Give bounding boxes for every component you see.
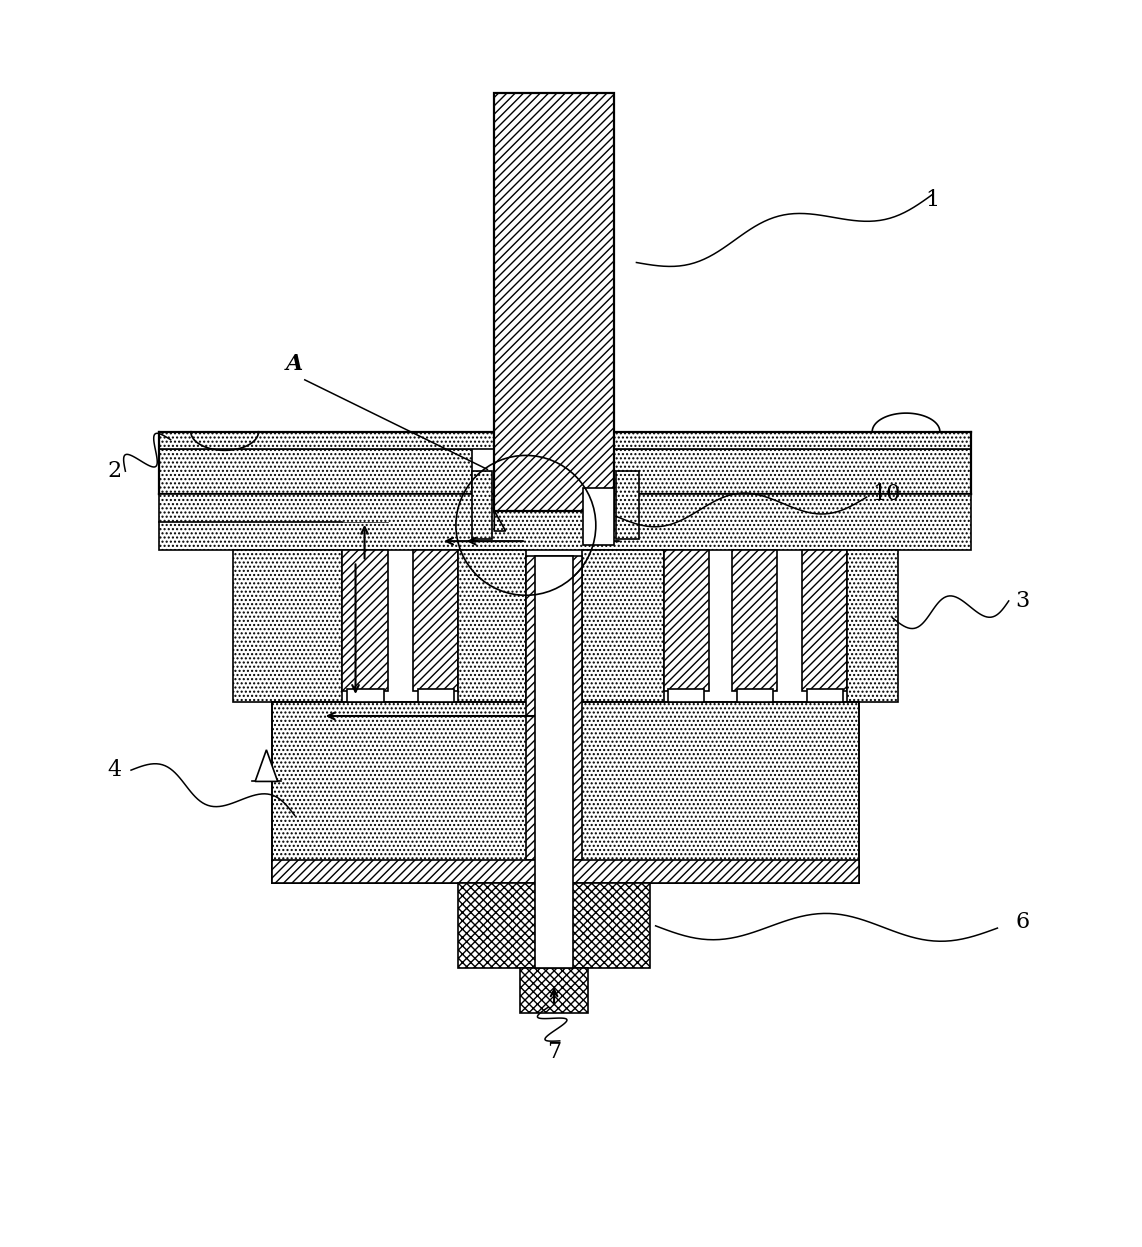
Bar — [418, 688, 453, 702]
Bar — [584, 449, 638, 494]
Bar — [573, 702, 859, 883]
Bar — [346, 688, 384, 702]
Polygon shape — [494, 511, 506, 531]
Text: 4: 4 — [107, 759, 121, 781]
Bar — [159, 449, 472, 494]
Text: 7: 7 — [547, 1041, 561, 1064]
Bar — [233, 550, 341, 702]
Bar — [584, 488, 614, 545]
Bar — [614, 449, 972, 494]
Bar — [525, 556, 582, 860]
Bar — [664, 550, 709, 691]
Text: 10: 10 — [872, 483, 901, 505]
Text: 3: 3 — [1015, 590, 1029, 612]
Text: 6: 6 — [1015, 912, 1029, 934]
Bar — [806, 688, 843, 702]
Bar — [737, 688, 773, 702]
Bar — [413, 550, 458, 691]
Bar — [668, 688, 705, 702]
Bar — [472, 471, 492, 539]
Text: 1: 1 — [925, 190, 939, 212]
Bar — [458, 883, 650, 968]
Bar — [617, 471, 638, 539]
Polygon shape — [603, 511, 614, 531]
Bar — [582, 550, 664, 702]
Bar — [847, 550, 898, 702]
Text: A: A — [286, 353, 304, 375]
Bar — [534, 556, 573, 968]
Bar — [458, 550, 525, 702]
Bar — [732, 550, 778, 691]
Polygon shape — [255, 749, 278, 782]
Bar — [521, 968, 588, 1013]
Bar — [494, 94, 614, 511]
Bar — [341, 550, 388, 691]
Bar — [159, 494, 972, 550]
Bar — [803, 550, 847, 691]
Bar — [159, 431, 972, 449]
Bar — [272, 860, 859, 883]
Bar — [272, 702, 534, 883]
Text: 2: 2 — [107, 460, 121, 483]
